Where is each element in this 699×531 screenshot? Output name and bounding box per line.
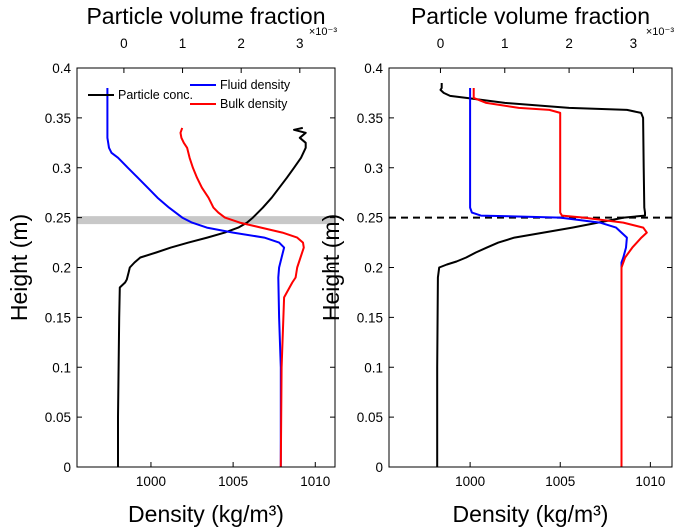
y-tick-label: 0.15	[357, 310, 383, 325]
top-axis-exponent: ×10⁻³	[309, 26, 337, 38]
series-line-fluid-density	[469, 88, 628, 467]
x-tick-label: 1010	[635, 474, 665, 489]
x-axis-title: Density (kg/m³)	[453, 501, 609, 527]
y-tick-label: 0.2	[52, 261, 71, 276]
y-tick-label: 0	[63, 460, 71, 475]
series-line-bulk-density	[179, 127, 305, 468]
x-tick-label: 1010	[300, 474, 330, 489]
interface-highlight-band	[77, 216, 335, 225]
y-tick-label: 0.15	[45, 310, 71, 325]
top-x-tick-label: 2	[565, 36, 573, 51]
y-tick-label: 0.4	[52, 61, 71, 76]
y-tick-label: 0.05	[357, 410, 383, 425]
legend-label-fluid-density: Fluid density	[220, 78, 291, 92]
x-tick-label: 1000	[136, 474, 166, 489]
axes-box	[388, 67, 673, 468]
top-x-tick-label: 3	[630, 36, 638, 51]
y-tick-label: 0.4	[364, 61, 383, 76]
top-x-tick-label: 3	[296, 36, 304, 51]
y-tick-label: 0.3	[364, 161, 383, 176]
series-line-particle-conc	[436, 83, 646, 467]
top-axis-title: Particle volume fraction	[86, 3, 325, 29]
legend-label-particle-conc: Particle conc.	[118, 88, 193, 102]
y-tick-label: 0.3	[52, 161, 71, 176]
x-axis-title: Density (kg/m³)	[128, 501, 284, 527]
x-tick-label: 1005	[218, 474, 248, 489]
y-tick-label: 0	[375, 460, 383, 475]
x-tick-label: 1000	[455, 474, 485, 489]
top-x-tick-label: 2	[237, 36, 245, 51]
top-x-tick-label: 0	[437, 36, 445, 51]
top-axis-title: Particle volume fraction	[411, 3, 650, 29]
y-tick-label: 0.25	[357, 211, 383, 226]
x-tick-label: 1005	[545, 474, 575, 489]
top-x-tick-label: 1	[501, 36, 509, 51]
legend: Particle conc. Fluid density Bulk density	[88, 78, 291, 111]
y-tick-label: 0.35	[45, 111, 71, 126]
y-tick-label: 0.1	[364, 360, 383, 375]
y-tick-label: 0.2	[364, 261, 383, 276]
series-line-bulk-density	[472, 88, 648, 467]
y-tick-label: 0.1	[52, 360, 71, 375]
y-tick-label: 0.35	[357, 111, 383, 126]
y-axis-title: Height (m)	[318, 214, 344, 321]
series-line-fluid-density	[106, 88, 286, 467]
y-tick-label: 0.05	[45, 410, 71, 425]
series-line-particle-conc	[117, 126, 307, 467]
top-x-tick-label: 0	[120, 36, 128, 51]
top-axis-exponent: ×10⁻³	[646, 26, 674, 38]
legend-label-bulk-density: Bulk density	[220, 97, 288, 111]
y-axis-title: Height (m)	[6, 214, 32, 321]
y-tick-label: 0.25	[45, 211, 71, 226]
top-x-tick-label: 1	[179, 36, 187, 51]
